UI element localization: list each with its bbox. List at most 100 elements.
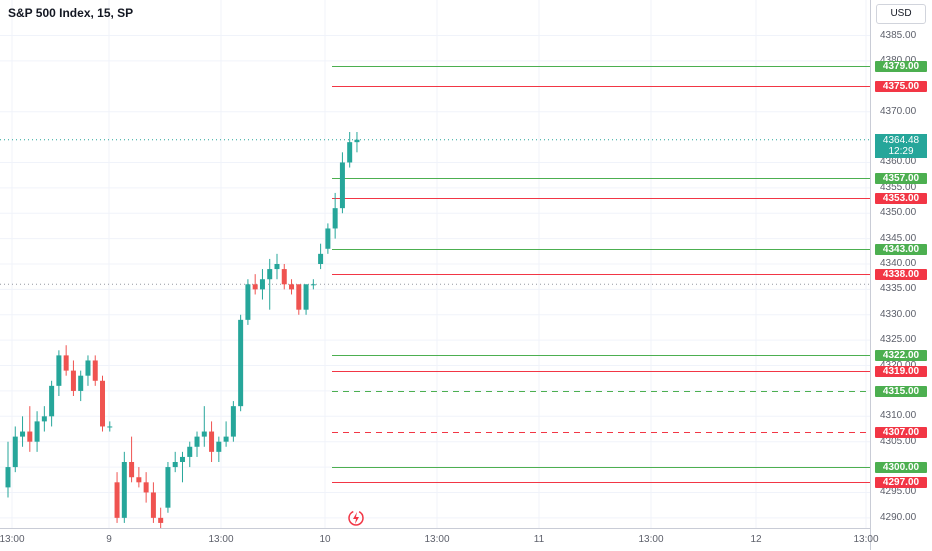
time-tick-label: 11: [533, 534, 545, 545]
candle: [49, 380, 55, 427]
candle-body: [114, 482, 120, 518]
candle: [85, 355, 91, 386]
candle: [230, 401, 236, 442]
candle: [150, 482, 156, 523]
candle-body: [216, 441, 222, 452]
currency-button[interactable]: USD: [876, 4, 926, 24]
candle-body: [281, 269, 287, 285]
candle-body: [303, 284, 309, 310]
candle: [165, 462, 171, 513]
price-tick-label: 4320.00: [880, 360, 916, 371]
price-tick-label: 4305.00: [880, 435, 917, 447]
candle-body: [92, 360, 98, 381]
level-price-badge: 4353.00: [875, 192, 927, 204]
candle-body: [267, 269, 273, 280]
time-axis[interactable]: [0, 528, 870, 551]
candle: [274, 253, 280, 280]
price-tick-label: 4385.00: [880, 29, 917, 41]
price-tick-label: 4350.00: [880, 207, 917, 219]
candle-body: [165, 467, 171, 508]
candle: [267, 258, 273, 310]
chart-canvas[interactable]: [0, 0, 870, 528]
level-price-badge: 4297.00: [875, 476, 927, 488]
level-price-badge: 4315.00: [875, 385, 927, 397]
candle: [354, 132, 360, 153]
candle-body: [259, 279, 265, 290]
chart-title: S&P 500 Index, 15, SP: [8, 6, 134, 20]
price-tick-label: 4355.00: [880, 181, 917, 193]
level-price-badge: 4307.00: [875, 426, 927, 438]
candle-body: [238, 319, 244, 407]
candle-body: [129, 462, 135, 478]
candle-body: [339, 162, 345, 209]
level-price-badge: 4357.00: [875, 172, 927, 184]
candle: [70, 360, 76, 396]
candle: [12, 426, 18, 473]
candle: [259, 269, 265, 300]
candle: [303, 284, 309, 315]
candle: [194, 431, 200, 457]
candle-body: [252, 284, 258, 290]
candle: [34, 411, 40, 452]
candle-body: [172, 462, 178, 468]
candle: [100, 375, 106, 432]
candle: [209, 421, 215, 462]
candle-body: [49, 385, 55, 417]
candle-body: [325, 228, 331, 249]
candle: [56, 350, 62, 396]
candle-body: [245, 284, 251, 320]
candle: [238, 314, 244, 412]
time-tick-label: 13:00: [638, 534, 664, 545]
candle-body: [70, 370, 76, 391]
chart-plot-area[interactable]: [0, 0, 870, 528]
candle-body: [354, 139, 360, 143]
candle: [172, 451, 178, 473]
time-tick-label: 13:00: [424, 534, 450, 545]
candle-body: [12, 436, 18, 468]
candle-body: [274, 264, 280, 270]
candle: [245, 279, 251, 325]
candle: [325, 223, 331, 254]
candle: [296, 284, 302, 315]
candle: [187, 441, 193, 468]
price-tick-label: 4340.00: [880, 258, 917, 269]
candle-body: [41, 416, 47, 422]
candle: [252, 274, 258, 295]
candle-body: [187, 446, 193, 457]
candle: [5, 441, 11, 498]
flash-icon[interactable]: [346, 508, 366, 528]
candle: [107, 421, 113, 432]
candle-body: [201, 431, 207, 437]
price-tick-label: 4295.00: [880, 486, 917, 498]
price-tick-label: 4370.00: [880, 105, 917, 117]
candle: [114, 472, 120, 523]
candle-body: [85, 360, 91, 376]
time-tick-label: 10: [319, 534, 331, 545]
candle: [201, 406, 207, 447]
level-price-badge: 4338.00: [875, 268, 927, 280]
candle-body: [209, 431, 215, 452]
candle: [63, 345, 69, 376]
candle: [347, 132, 353, 168]
bar-countdown: 12:29: [888, 145, 914, 157]
level-price-badge: 4375.00: [875, 80, 927, 92]
last-price-badge: 4364.48 12:29: [875, 133, 927, 158]
candle-body: [318, 253, 324, 264]
candle-body: [289, 284, 295, 290]
candle: [20, 416, 26, 447]
candle-body: [136, 477, 142, 483]
candle-body: [56, 355, 62, 386]
level-price-badge: 4379.00: [875, 60, 927, 72]
candle-body: [194, 436, 200, 447]
time-tick-label: 13:00: [0, 534, 25, 545]
candle-body: [107, 426, 113, 428]
candle: [129, 436, 135, 483]
candle: [339, 152, 345, 214]
candle-body: [5, 467, 11, 488]
candle: [121, 451, 127, 523]
candle-body: [100, 380, 106, 427]
level-price-badge: 4300.00: [875, 461, 927, 473]
time-tick-label: 9: [106, 534, 112, 545]
candle-body: [310, 284, 316, 286]
candle-body: [230, 406, 236, 437]
